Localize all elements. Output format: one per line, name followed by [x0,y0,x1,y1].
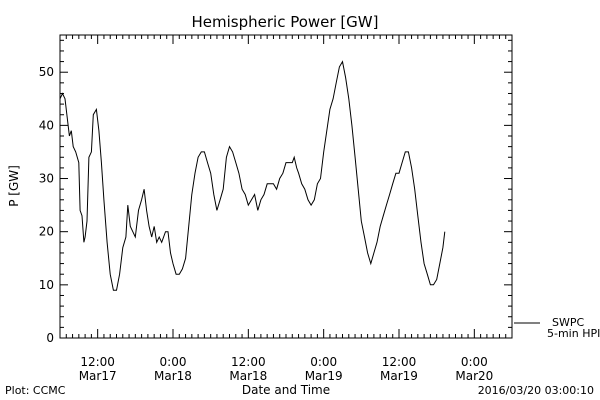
y-axis-ticks: 0 10 20 30 40 50 [39,39,512,345]
legend-label-swpc: SWPC [552,316,584,329]
x-tick-label-date: Mar17 [79,369,117,383]
x-tick-label-date: Mar19 [380,369,418,383]
footer-plot-credit: Plot: CCMC [5,384,66,397]
series-line-5-min-hpi [59,60,446,291]
plot-frame [59,34,513,339]
y-axis-label: P [GW] [7,165,21,207]
y-tick-label: 10 [39,278,54,292]
x-axis-label: Date and Time [242,383,330,397]
y-tick-label: 30 [39,172,54,186]
y-tick-label: 50 [39,65,54,79]
footer-timestamp: 2016/03/20 03:00:10 [478,384,594,397]
x-axis-ticks: 12:00Mar170:00Mar1812:00Mar180:00Mar1912… [59,35,513,383]
y-tick-label: 20 [39,225,54,239]
chart-title: Hemispheric Power [GW] [192,13,379,31]
legend: SWPC 5-min HPI [514,316,600,340]
legend-label-5-min-hpi: 5-min HPI [547,327,600,340]
x-tick-label-date: Mar18 [154,369,192,383]
x-tick-label-time: 12:00 [382,355,417,369]
x-tick-label-date: Mar20 [455,369,493,383]
y-tick-label: 40 [39,118,54,132]
x-tick-label-date: Mar19 [305,369,343,383]
x-tick-label-date: Mar18 [229,369,267,383]
x-tick-label-time: 0:00 [160,355,187,369]
x-tick-label-time: 12:00 [80,355,115,369]
y-tick-label: 0 [46,331,54,345]
x-tick-label-time: 0:00 [461,355,488,369]
x-tick-label-time: 0:00 [310,355,337,369]
x-tick-label-time: 12:00 [231,355,266,369]
